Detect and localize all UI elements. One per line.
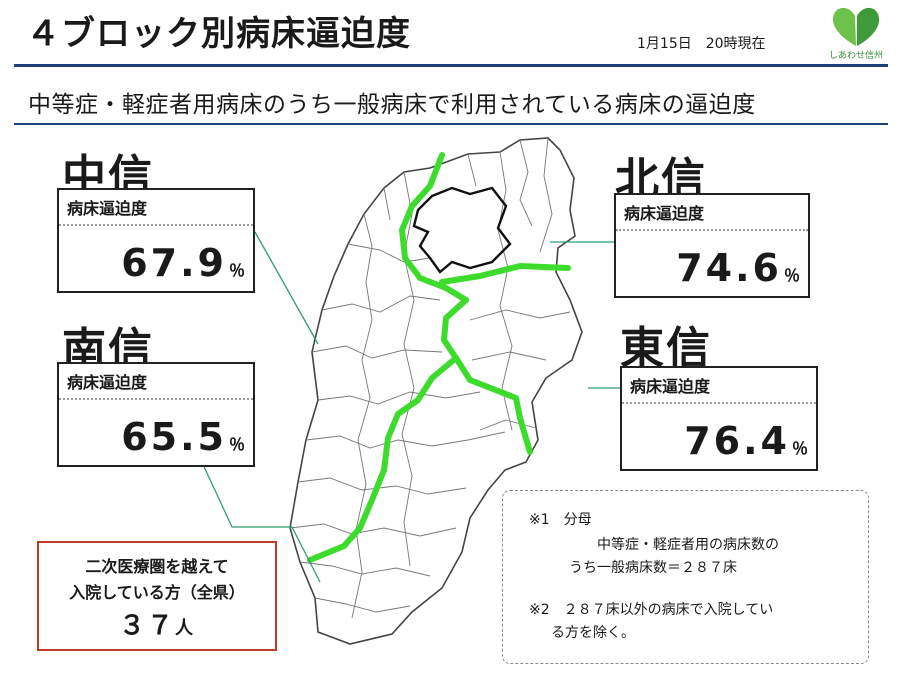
- page-subtitle: 中等症・軽症者用病床のうち一般病床で利用されている病床の逼迫度: [28, 92, 756, 118]
- occupancy-value-nanshin: 65.5 ％: [121, 415, 245, 459]
- title-divider: [14, 64, 888, 67]
- logo-text: しあわせ信州: [828, 51, 883, 61]
- occupancy-number: 67.9: [121, 241, 227, 285]
- occupancy-number: 76.4: [684, 419, 790, 463]
- note1-line1: 中等症・軽症者用の病床数の: [597, 537, 779, 553]
- note1-line2: うち一般病床数＝２８７床: [569, 560, 737, 576]
- region-box-nanshin: 病床逼迫度 65.5 ％: [57, 362, 255, 467]
- cross-area-count: ３７人: [39, 605, 275, 642]
- person-unit: 人: [175, 618, 195, 639]
- region-box-hokushin: 病床逼迫度 74.6 ％: [614, 193, 810, 298]
- box-divider: [59, 224, 253, 226]
- border-north-central: [399, 152, 469, 303]
- municipal-boundaries: [289, 137, 571, 619]
- occupancy-label: 病床逼迫度: [67, 373, 148, 392]
- block-borders: [307, 152, 571, 563]
- cross-area-label-line2: 入院している方（全県）: [69, 583, 245, 602]
- percent-unit: ％: [783, 266, 800, 285]
- percent-unit: ％: [791, 439, 808, 458]
- timestamp: 1月15日 20時現在: [637, 36, 766, 52]
- page-title: ４ブロック別病床逼迫度: [26, 14, 411, 54]
- box-divider: [622, 402, 816, 404]
- heart-leaf-icon: [832, 7, 880, 46]
- occupancy-value-chushin: 67.9 ％: [121, 241, 245, 285]
- note2-line2: る方を除く。: [551, 625, 635, 641]
- subtitle-divider: [14, 123, 888, 125]
- occupancy-value-hokushin: 74.6 ％: [676, 246, 800, 290]
- cross-area-label-line1: 二次医療圏を越えて: [85, 557, 229, 576]
- occupancy-number: 74.6: [676, 246, 782, 290]
- note2-line1: ※2 ２８７床以外の病床で入院してい: [529, 602, 774, 618]
- occupancy-label: 病床逼迫度: [67, 199, 148, 218]
- border-central-east: [441, 297, 533, 455]
- border-central-south: [307, 355, 459, 563]
- occupancy-label: 病床逼迫度: [624, 204, 705, 223]
- cross-area-admissions-box: 二次医療圏を越えて 入院している方（全県） ３７人: [37, 541, 277, 651]
- prefecture-logo: しあわせ信州: [820, 2, 892, 64]
- border-north-east: [439, 263, 571, 285]
- cross-area-number: ３７: [118, 611, 175, 641]
- occupancy-value-toshin: 76.4 ％: [684, 419, 808, 463]
- percent-unit: ％: [228, 435, 245, 454]
- footnotes-box: ※1 分母 中等症・軽症者用の病床数の うち一般病床数＝２８７床 ※2 ２８７床…: [502, 490, 869, 664]
- nagano-city-outline: [412, 186, 512, 274]
- leader-lines: [199, 231, 620, 583]
- occupancy-number: 65.5: [121, 415, 227, 459]
- region-box-chushin: 病床逼迫度 67.9 ％: [57, 188, 255, 293]
- region-box-toshin: 病床逼迫度 76.4 ％: [620, 366, 818, 471]
- box-divider: [59, 398, 253, 400]
- leader-chushin: [254, 231, 319, 345]
- percent-unit: ％: [228, 261, 245, 280]
- occupancy-label: 病床逼迫度: [630, 377, 711, 396]
- box-divider: [616, 229, 808, 231]
- region-name-toshin: 東信: [620, 323, 712, 374]
- leader-nanshin: [199, 457, 321, 583]
- note1-heading: ※1 分母: [529, 512, 592, 528]
